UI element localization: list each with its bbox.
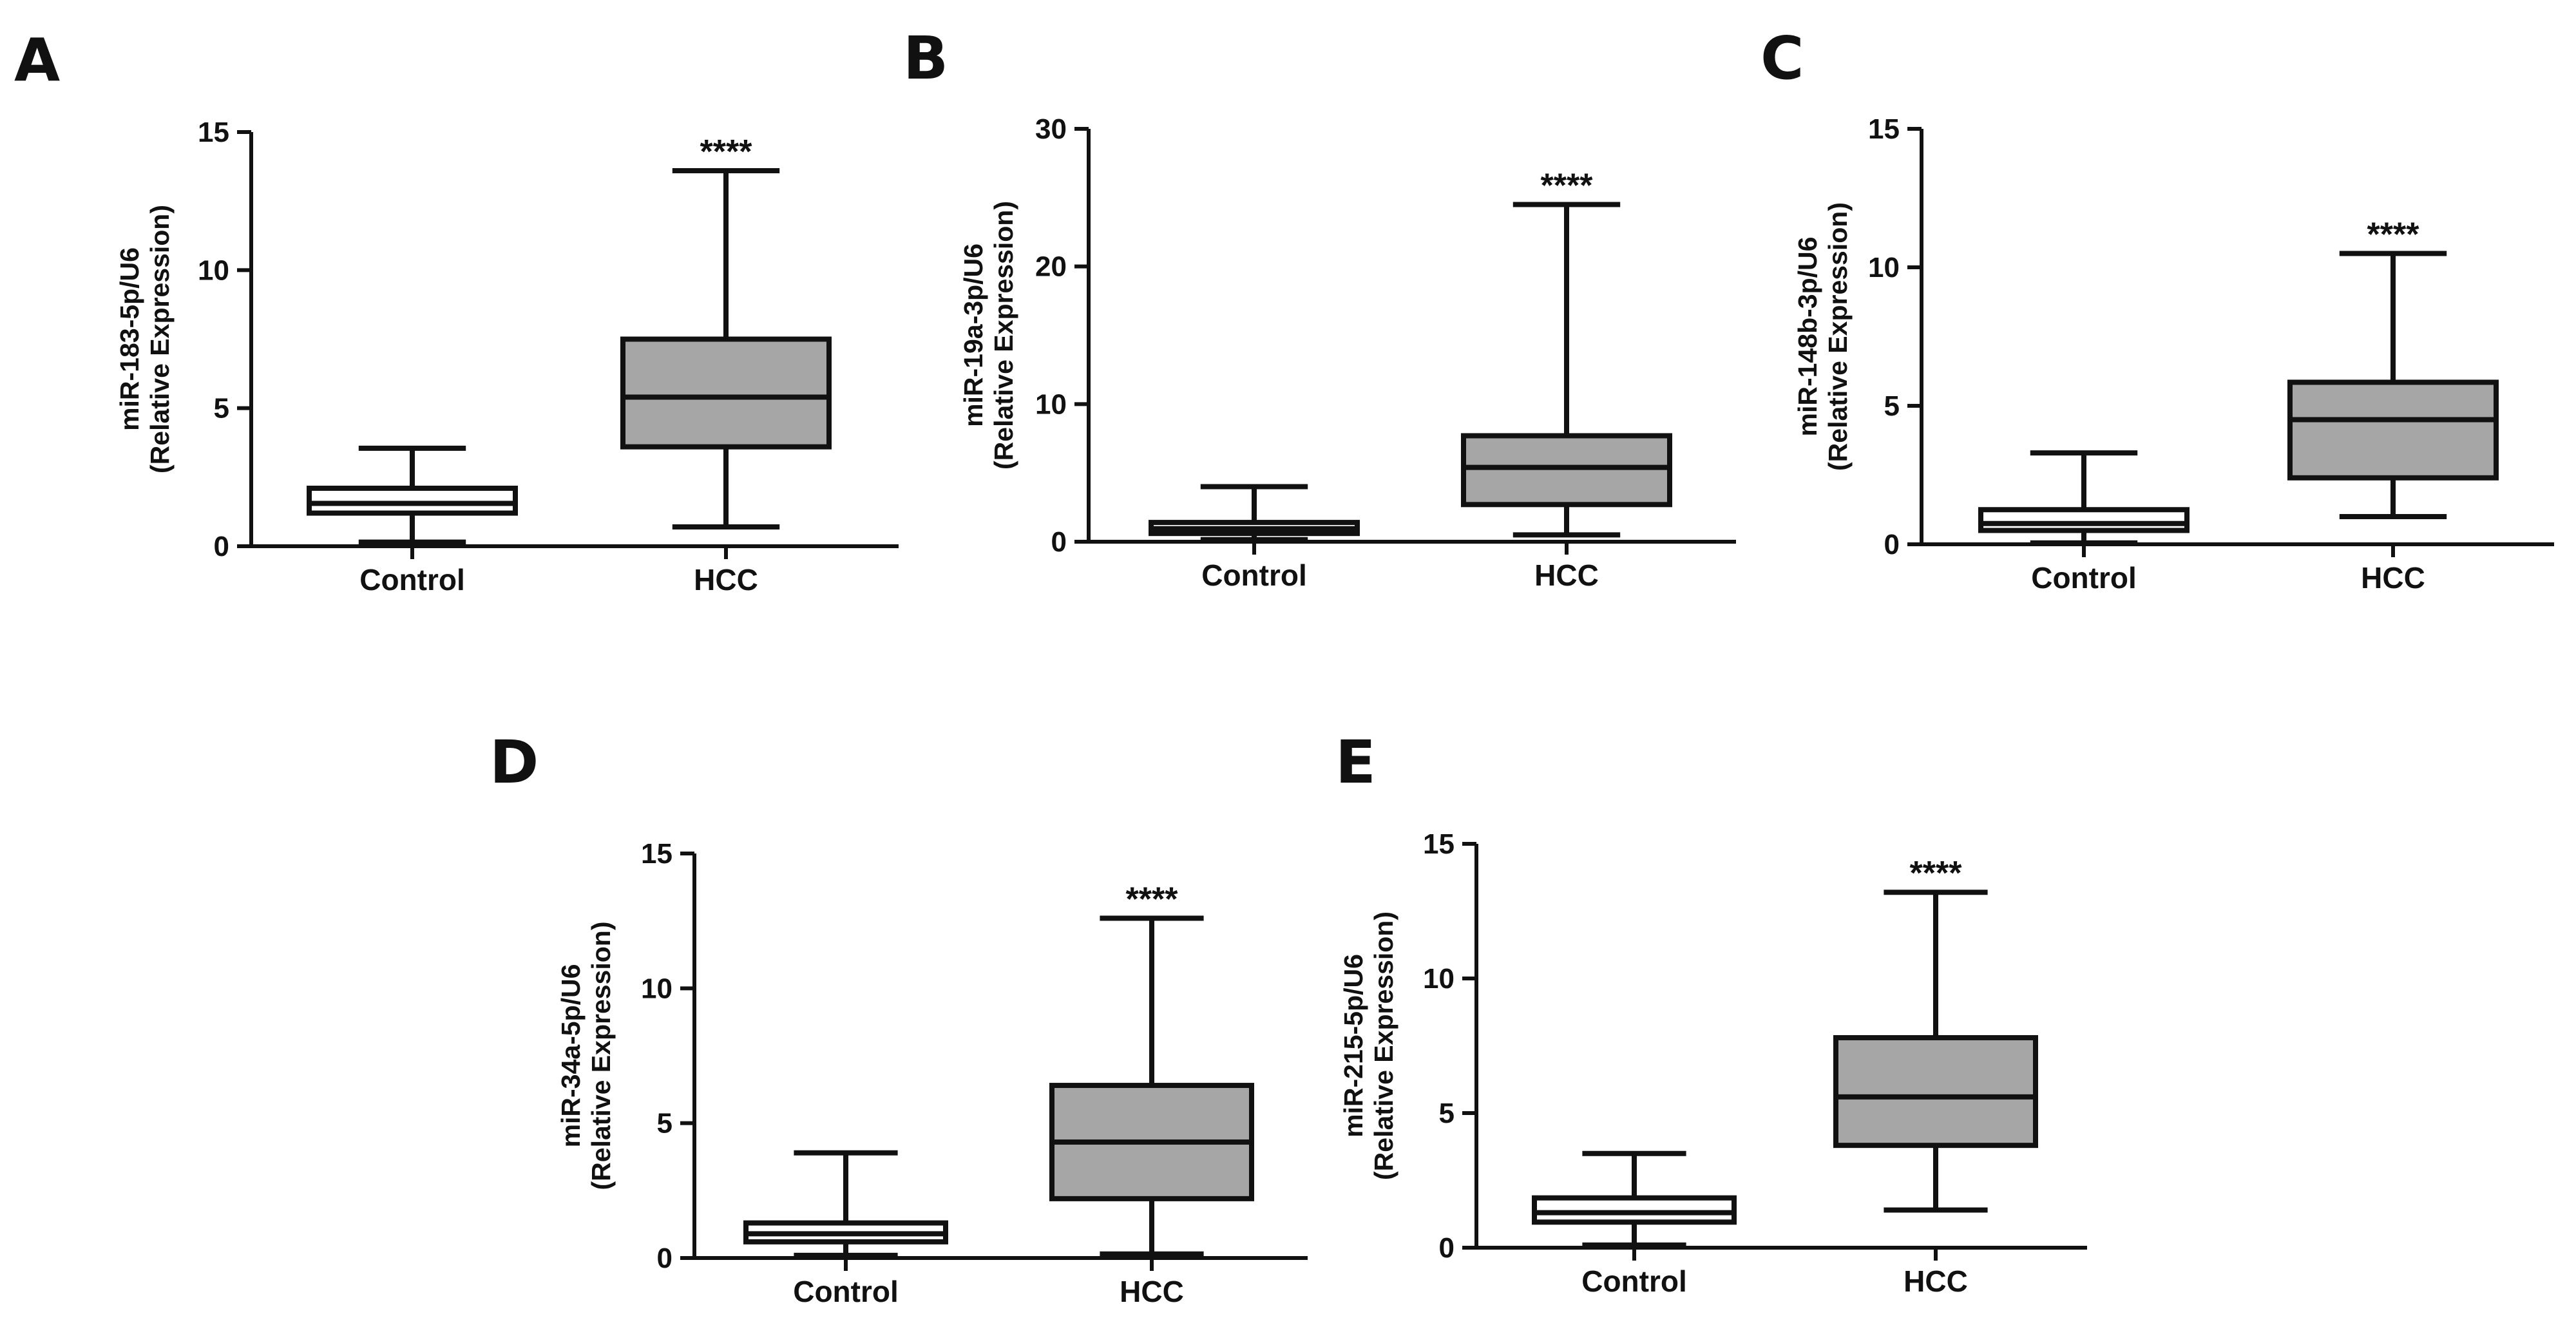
y-tick-label: 10 <box>1423 963 1455 995</box>
box-control <box>1978 450 2190 546</box>
significance-marker: **** <box>1910 855 1963 892</box>
box-control <box>743 1150 948 1258</box>
y-axis-title: miR-19a-3p/U6 <box>959 243 988 427</box>
panel-c: C 0 5 10 15 Control HCC miR-148b-3p/U6 (Relative… <box>1760 24 2554 595</box>
y-tick-label: 10 <box>1035 388 1067 420</box>
y-tick-label: 15 <box>198 117 229 148</box>
x-category-label: Control <box>1581 1264 1687 1298</box>
y-tick-label: 10 <box>1868 252 1900 283</box>
y-tick-label: 15 <box>1423 828 1455 860</box>
x-category-label: HCC <box>694 563 758 596</box>
y-axis-title: miR-148b-3p/U6 <box>1793 237 1822 437</box>
box-hcc <box>2287 251 2499 519</box>
x-category-label: HCC <box>2361 561 2425 595</box>
panel-letter: E <box>1335 728 1376 797</box>
panel-b: B 0 10 20 30 Control HCC miR-19a-3p/U6 (Relative… <box>903 24 1736 592</box>
y-tick-label: 10 <box>641 973 673 1004</box>
panel-d: D 0 5 10 15 Control HCC miR-34a-5p/U6 (Relative … <box>490 728 1308 1308</box>
y-tick-label: 10 <box>198 254 229 286</box>
y-tick-label: 0 <box>657 1243 673 1274</box>
iqr-box <box>620 336 832 450</box>
iqr-box <box>2287 379 2499 481</box>
significance-marker: **** <box>1541 167 1594 205</box>
x-category-label: Control <box>793 1275 899 1308</box>
iqr-box <box>307 485 518 516</box>
iqr-box <box>1978 507 2190 533</box>
panel-e: E 0 5 10 15 Control HCC miR-215-5p/U6 (Relative … <box>1335 728 2087 1298</box>
significance-marker: **** <box>1126 881 1179 918</box>
box-hcc <box>620 168 832 529</box>
y-tick-label: 0 <box>1051 526 1067 558</box>
y-tick-label: 5 <box>1884 390 1900 422</box>
y-tick-label: 5 <box>1439 1098 1455 1129</box>
box-control <box>1532 1150 1737 1248</box>
y-tick-label: 15 <box>1868 113 1900 145</box>
y-axis-subtitle: (Relative Expression) <box>586 922 616 1190</box>
box-control <box>1149 484 1360 542</box>
box-hcc <box>1461 202 1672 538</box>
panel-letter: D <box>490 728 539 797</box>
y-axis-subtitle: (Relative Expression) <box>145 205 175 473</box>
iqr-box <box>1833 1034 2038 1149</box>
x-category-label: HCC <box>1120 1275 1184 1308</box>
y-axis-title: miR-34a-5p/U6 <box>556 964 586 1148</box>
iqr-box <box>1461 433 1672 508</box>
y-tick-label: 5 <box>657 1108 673 1139</box>
y-tick-label: 0 <box>214 531 229 562</box>
y-tick-label: 20 <box>1035 251 1067 283</box>
significance-marker: **** <box>2367 216 2420 254</box>
y-tick-label: 30 <box>1035 113 1067 145</box>
panel-letter: A <box>14 26 60 95</box>
x-category-label: Control <box>1201 558 1307 592</box>
x-category-label: Control <box>2031 561 2137 595</box>
y-axis-title: miR-215-5p/U6 <box>1339 954 1368 1138</box>
iqr-box <box>1532 1195 1737 1225</box>
x-category-label: HCC <box>1534 558 1599 592</box>
y-axis-title: miR-183-5p/U6 <box>115 247 144 431</box>
x-category-label: Control <box>359 563 465 596</box>
box-hcc <box>1049 915 1254 1257</box>
panel-letter: B <box>903 24 948 93</box>
y-axis-subtitle: (Relative Expression) <box>989 201 1018 470</box>
significance-marker: **** <box>700 133 753 171</box>
box-control <box>307 445 518 545</box>
y-axis-subtitle: (Relative Expression) <box>1823 202 1853 471</box>
x-category-label: HCC <box>1903 1264 1968 1298</box>
y-tick-label: 0 <box>1439 1232 1455 1264</box>
y-axis-subtitle: (Relative Expression) <box>1369 911 1398 1180</box>
y-tick-label: 0 <box>1884 529 1900 560</box>
box-hcc <box>1833 890 2038 1213</box>
panel-letter: C <box>1760 24 1804 93</box>
y-tick-label: 15 <box>641 838 673 870</box>
panel-a: A 0 5 10 15 Control HCC miR-183-5p/U6 (Relative … <box>14 26 899 596</box>
y-tick-label: 5 <box>214 393 229 424</box>
